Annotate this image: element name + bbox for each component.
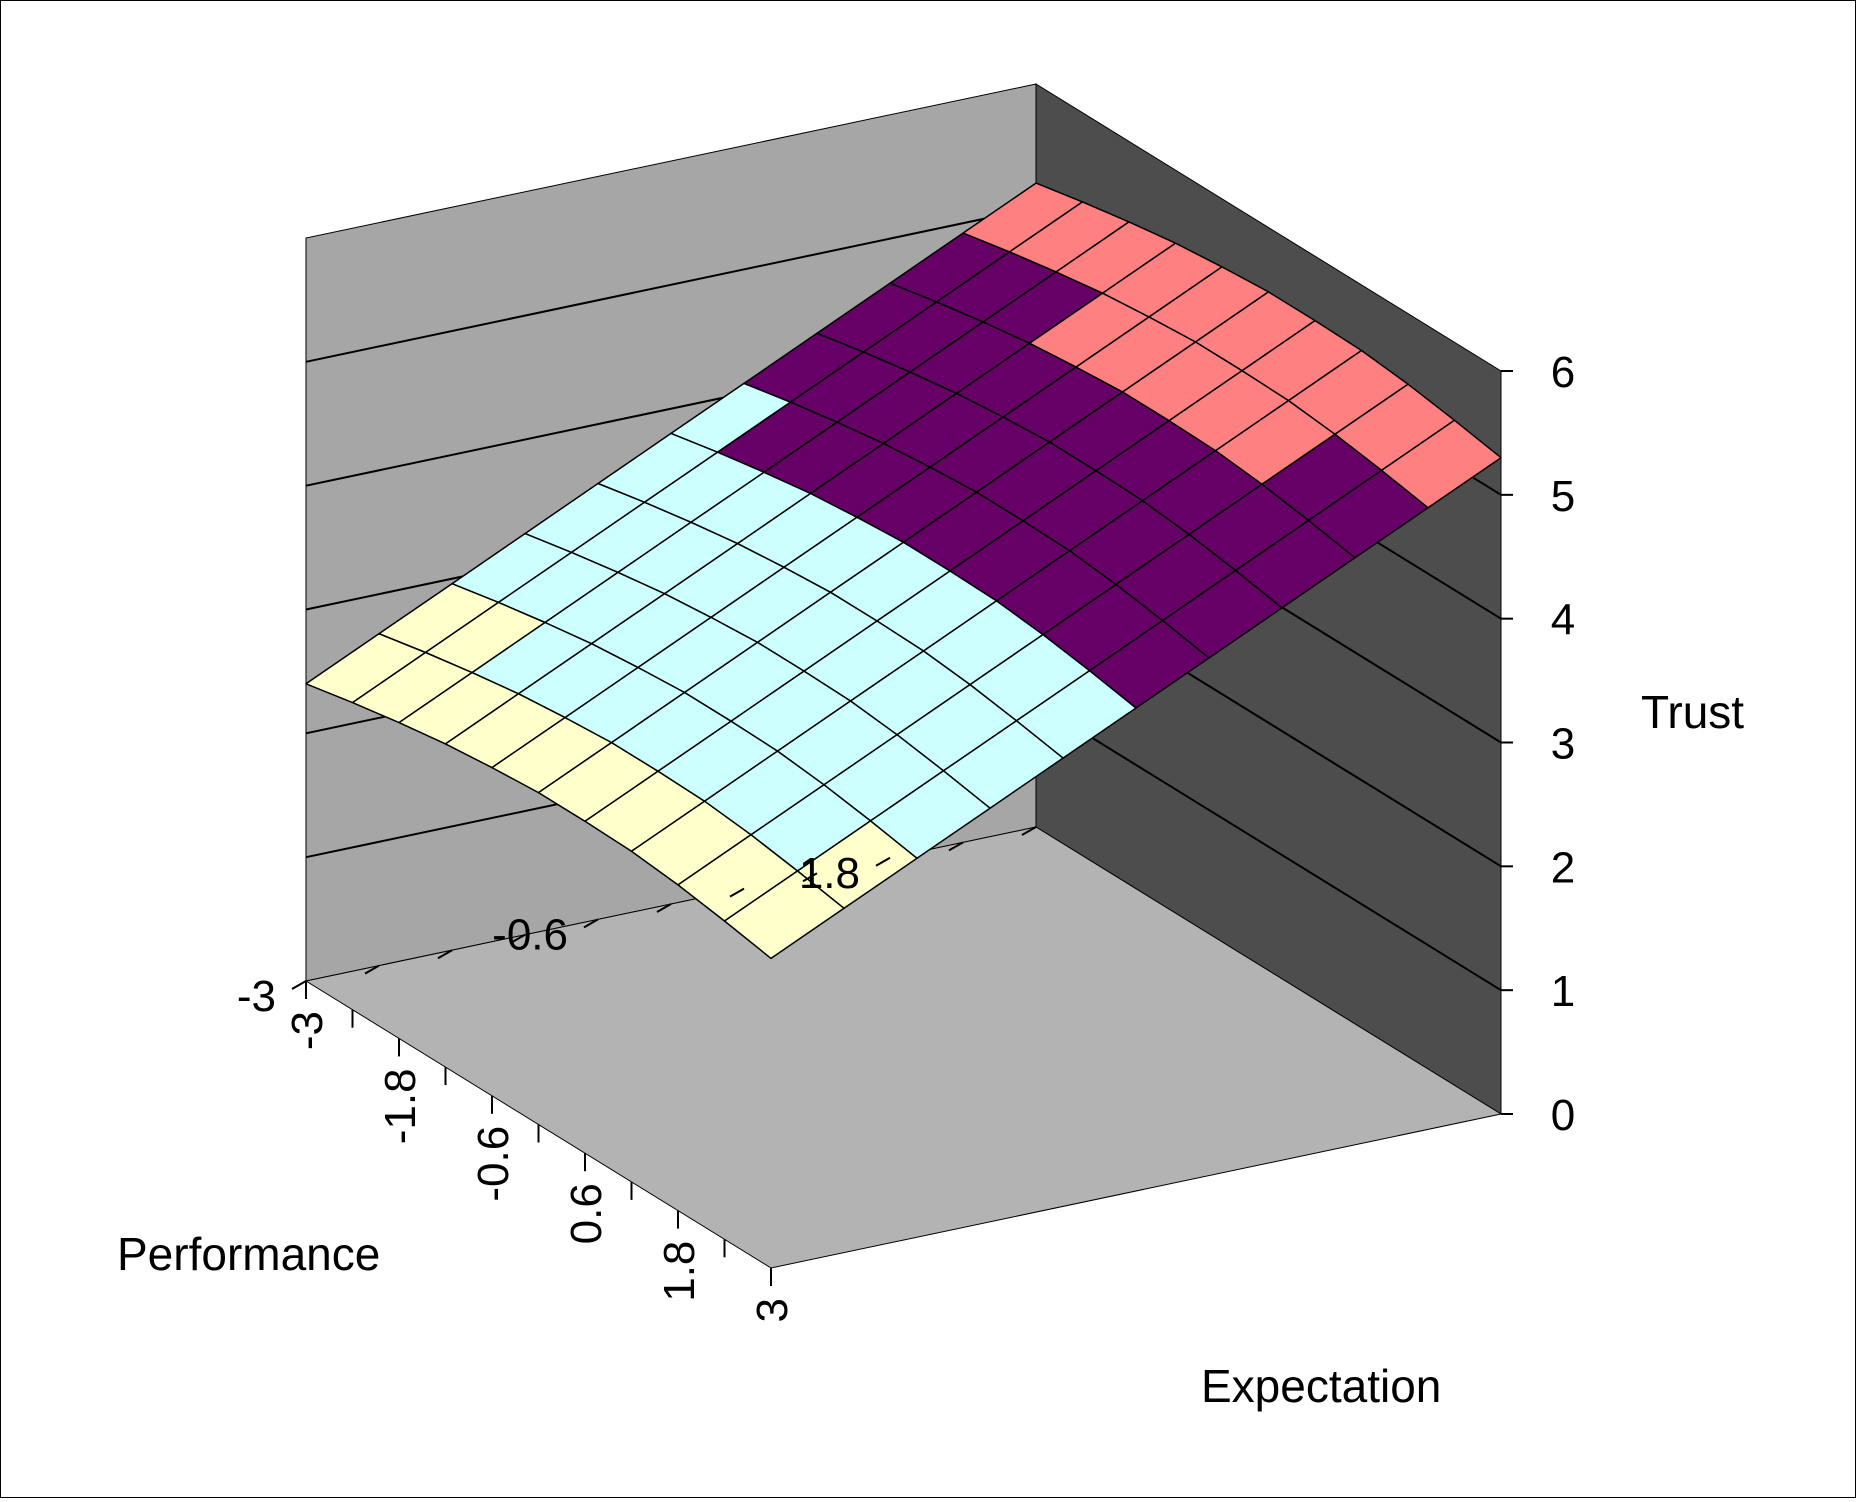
x-tick-label--3: -3	[283, 1011, 332, 1050]
z-tick-label-1: 1	[1551, 967, 1575, 1016]
y-tick	[1021, 826, 1037, 836]
y-tick	[802, 872, 818, 883]
z-tick-label-3: 3	[1551, 720, 1575, 769]
x-tick-label--0.6: -0.6	[469, 1126, 518, 1202]
y-axis-title: Performance	[117, 1228, 380, 1280]
z-tick-label-5: 5	[1551, 472, 1575, 521]
z-tick-label-2: 2	[1551, 843, 1575, 892]
axes	[291, 370, 1513, 1286]
y-tick-label-1.8: 1.8	[799, 849, 860, 898]
y-tick	[729, 887, 745, 898]
y-tick	[437, 949, 453, 960]
y-tick	[948, 841, 964, 852]
y-tick	[875, 856, 891, 867]
y-tick	[656, 903, 672, 913]
z-tick-label-0: 0	[1551, 1091, 1575, 1140]
y-tick	[583, 918, 599, 929]
surface-mesh	[305, 182, 1502, 960]
y-tick	[291, 980, 307, 990]
tick-labels: 0 1 2 3 4 5 6 -3 -1.8 -0.6 0.6 1.8 3 -3 -0.6 1.8	[237, 348, 1575, 1322]
x-tick-label-0.6: 0.6	[562, 1183, 611, 1244]
z-axis-title: Trust	[1641, 686, 1744, 738]
z-tick-label-4: 4	[1551, 596, 1575, 645]
y-tick-label--0.6: -0.6	[492, 910, 568, 959]
x-axis-title: Expectation	[1201, 1360, 1441, 1412]
x-tick-label-3: 3	[748, 1298, 797, 1322]
x-tick-label--1.8: -1.8	[376, 1068, 425, 1144]
z-tick-label-6: 6	[1551, 348, 1575, 397]
y-tick	[364, 964, 380, 975]
y-tick-label--3: -3	[237, 972, 276, 1021]
y-tick	[510, 933, 526, 944]
surface-cell	[723, 870, 845, 960]
x-tick-label-1.8: 1.8	[655, 1241, 704, 1302]
